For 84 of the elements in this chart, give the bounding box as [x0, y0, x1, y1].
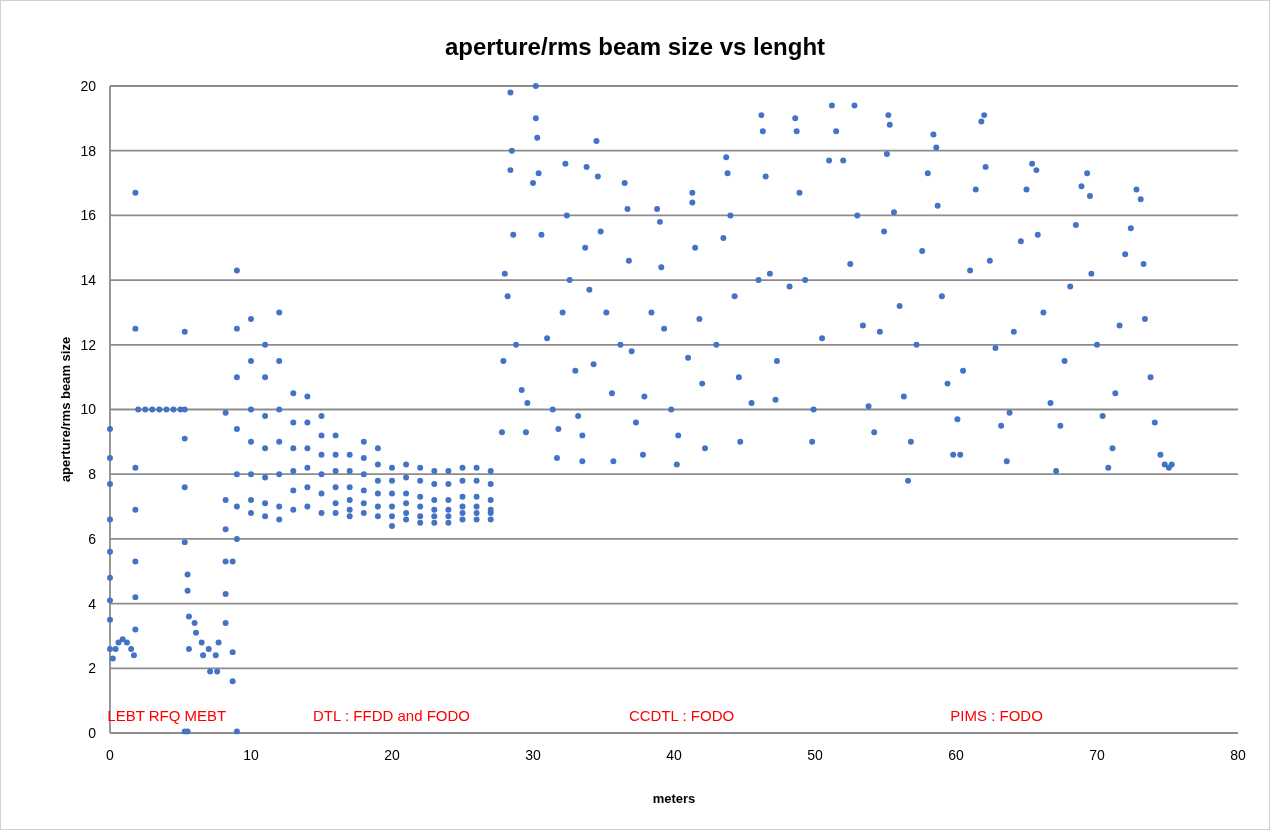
y-tick-label: 12 [80, 336, 97, 353]
point [107, 516, 113, 523]
point [132, 594, 139, 601]
point [123, 639, 130, 646]
point [163, 406, 170, 413]
point [184, 587, 191, 594]
point [107, 425, 113, 432]
point [132, 506, 139, 513]
point [181, 539, 188, 546]
y-tick-label: 16 [80, 207, 97, 224]
point [142, 406, 149, 413]
point [212, 652, 219, 659]
point [115, 639, 122, 646]
point [200, 652, 207, 659]
point [215, 639, 222, 646]
point [128, 645, 135, 652]
y-tick-label: 0 [88, 724, 97, 741]
y-tick-label: 6 [88, 530, 97, 547]
point [181, 328, 188, 335]
point [222, 558, 229, 565]
y-tick-label: 18 [80, 142, 97, 159]
point [205, 645, 212, 652]
point [132, 626, 139, 633]
y-axis-title: aperture/rms beam size [58, 336, 73, 483]
x-tick-label: 10 [243, 747, 259, 763]
point [181, 484, 188, 491]
y-tick-label: 8 [88, 466, 97, 483]
x-tick-label: 80 [1230, 747, 1246, 763]
point [107, 455, 113, 461]
point [107, 548, 113, 555]
y-tick-label: 4 [88, 595, 97, 612]
point [191, 620, 198, 626]
point [135, 406, 142, 413]
point [185, 645, 192, 652]
point [207, 668, 214, 675]
y-tick-label: 14 [80, 272, 97, 288]
point [214, 668, 221, 675]
point [222, 620, 229, 626]
point [222, 497, 229, 504]
x-tick-label: 20 [384, 747, 400, 763]
point [132, 464, 139, 471]
point [107, 574, 113, 581]
point [132, 189, 139, 196]
point [229, 558, 236, 565]
point [132, 558, 139, 565]
point [222, 409, 229, 416]
x-tick-label: 50 [807, 747, 823, 763]
point [130, 652, 137, 659]
point [229, 649, 236, 656]
x-tick-label: 60 [948, 747, 964, 763]
point [229, 678, 236, 685]
point [107, 597, 113, 604]
point [233, 728, 240, 735]
point [107, 616, 113, 623]
point [184, 571, 191, 578]
point [185, 613, 192, 620]
y-tick-label: 2 [88, 660, 97, 677]
point [198, 639, 205, 646]
x-tick-label: 70 [1089, 747, 1105, 763]
point [156, 406, 163, 413]
point [119, 636, 126, 643]
chart-title: aperture/rms beam size vs lenght [444, 33, 826, 60]
point [149, 406, 156, 413]
point [222, 526, 229, 533]
annotation: CCDTL : FODO [628, 707, 735, 724]
x-tick-label: 0 [106, 747, 115, 763]
point [132, 325, 139, 332]
point [222, 590, 229, 597]
y-tick-label: 10 [80, 401, 97, 418]
annotation: LEBT RFQ MEBT [107, 707, 227, 724]
point [107, 645, 113, 652]
annotation: DTL : FFDD and FODO [313, 707, 471, 724]
point [112, 645, 119, 652]
point [181, 435, 188, 442]
point [193, 629, 199, 636]
point [107, 480, 113, 487]
annotation: PIMS : FODO [950, 707, 1043, 724]
x-tick-label: 30 [525, 747, 541, 763]
x-tick-label: 40 [666, 747, 682, 763]
x-axis-title: meters [652, 791, 696, 806]
point [170, 406, 177, 413]
point [109, 655, 116, 662]
point [181, 406, 188, 413]
y-tick-label: 20 [80, 77, 97, 94]
